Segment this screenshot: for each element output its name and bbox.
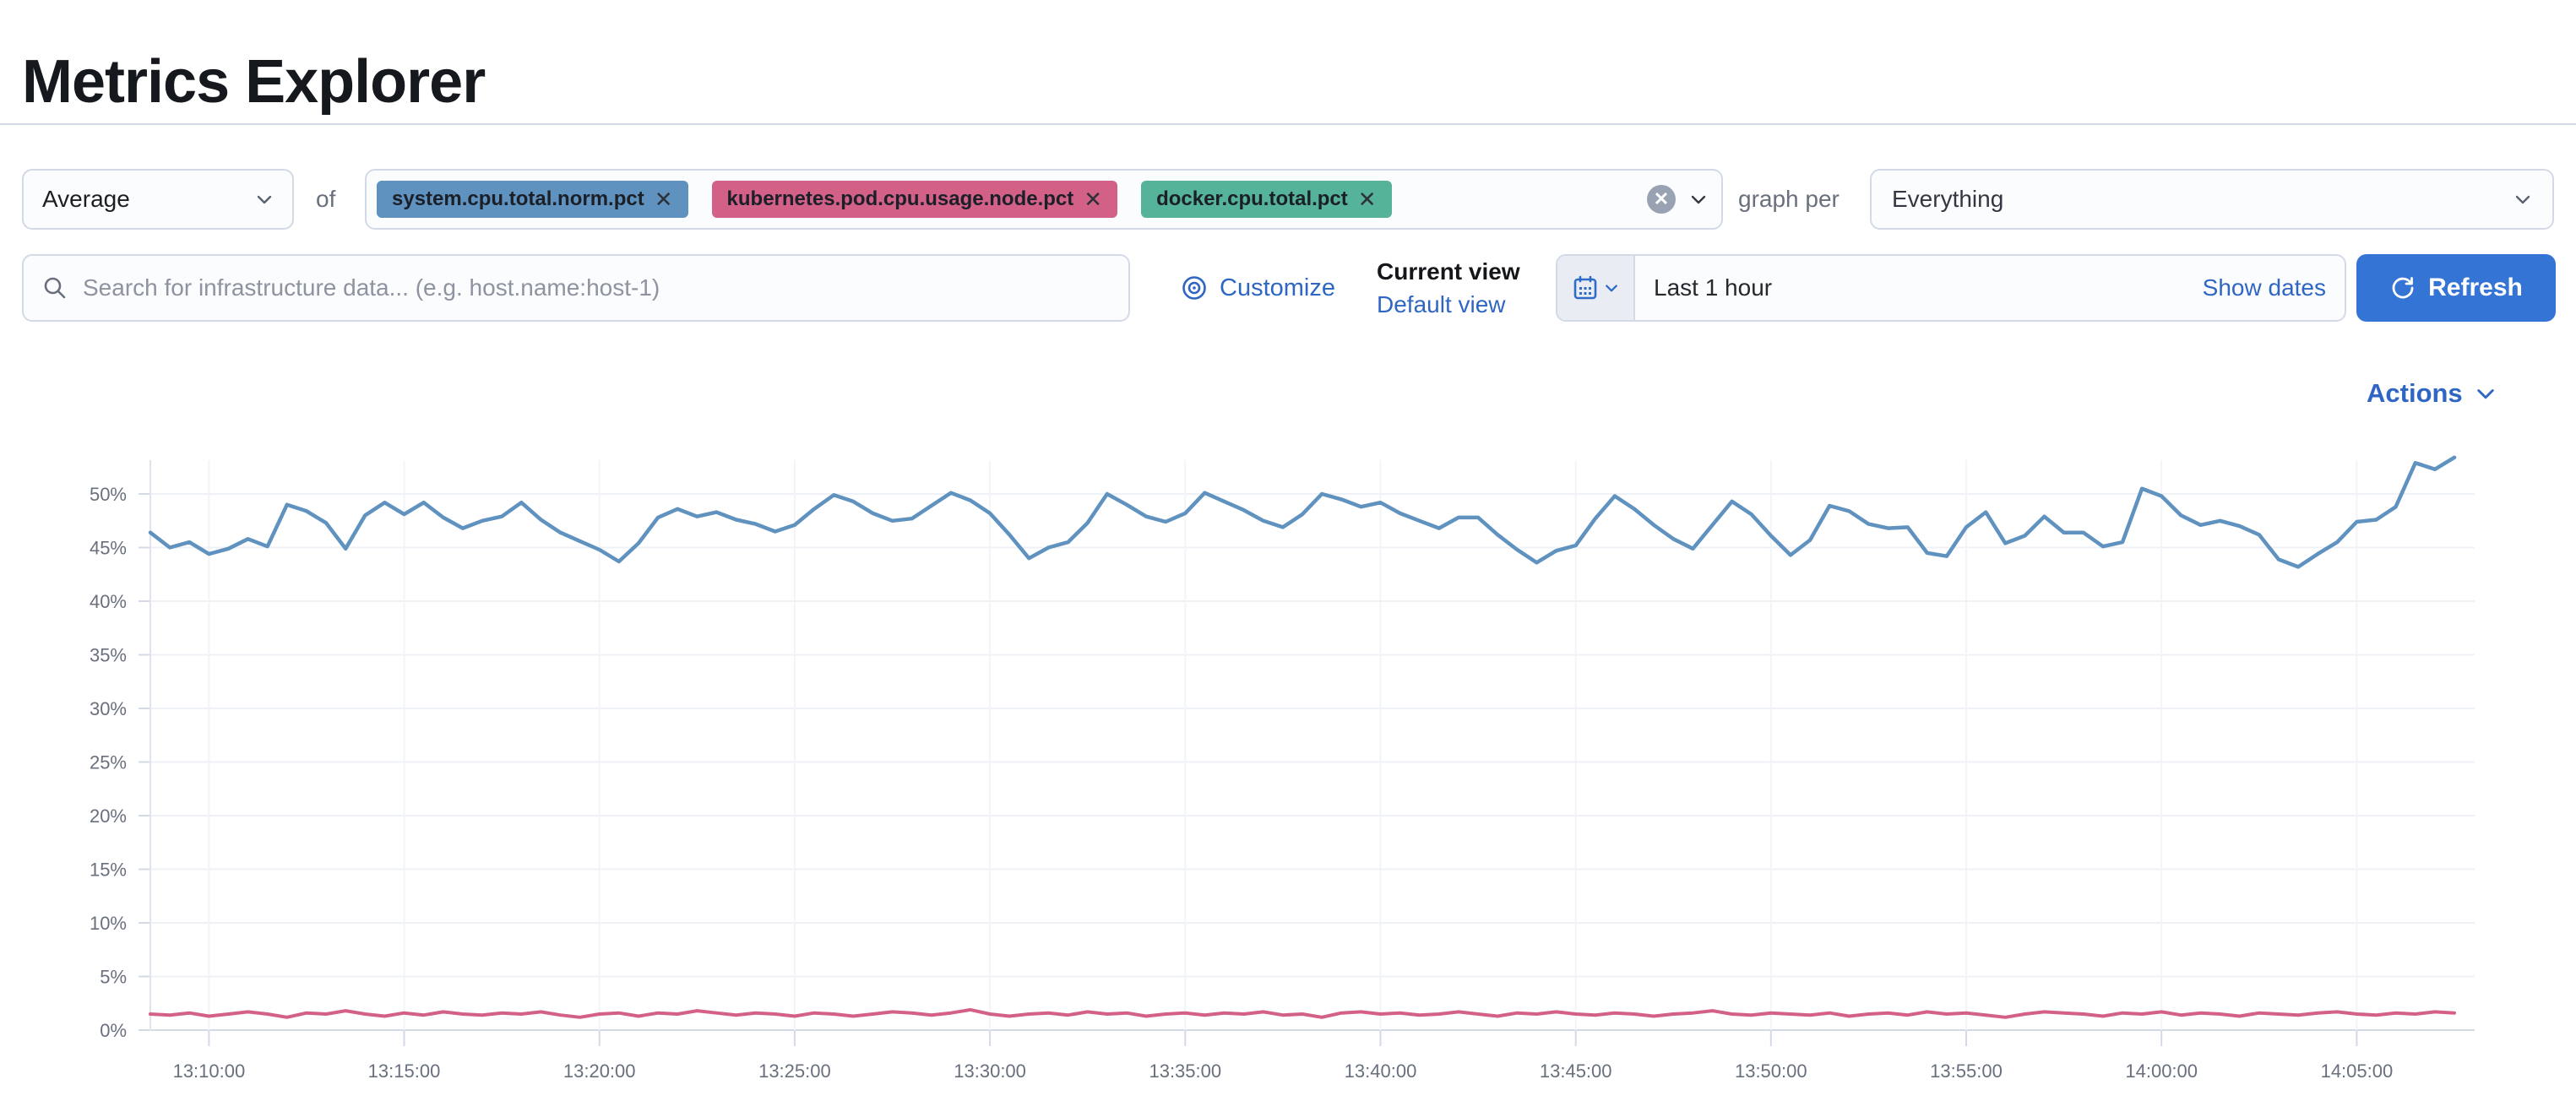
metrics-combobox[interactable]: system.cpu.total.norm.pct ✕ kubernetes.po… xyxy=(365,169,1723,230)
customize-button[interactable]: Customize xyxy=(1181,254,1335,322)
default-view-link[interactable]: Default view xyxy=(1377,291,1506,317)
aggregation-select[interactable]: Average xyxy=(22,169,294,230)
metrics-chart-svg: 0% 5% 10% 15% 20% 25% 30% 35% 40% 45% 50% 13:10:00 1… xyxy=(90,455,2475,1082)
page-title: Metrics Explorer xyxy=(22,48,486,117)
y-axis-label: 35% xyxy=(90,645,127,666)
y-axis-label: 5% xyxy=(100,967,127,988)
calendar-icon xyxy=(1572,274,1599,301)
graph-per-label: graph per xyxy=(1738,186,1840,212)
y-axis-label: 25% xyxy=(90,752,127,773)
metric-pill-system-cpu[interactable]: system.cpu.total.norm.pct ✕ xyxy=(377,181,688,218)
y-axis-label: 30% xyxy=(90,698,127,719)
metrics-chart[interactable]: 0% 5% 10% 15% 20% 25% 30% 35% 40% 45% 50% 13:10:00 1… xyxy=(0,422,2576,1108)
actions-label: Actions xyxy=(2367,378,2463,408)
refresh-icon xyxy=(2389,274,2416,301)
y-axis-label: 10% xyxy=(90,913,127,934)
actions-menu-button[interactable]: Actions xyxy=(2367,378,2497,409)
x-axis-label: 13:35:00 xyxy=(1149,1060,1221,1082)
search-input-container[interactable] xyxy=(22,254,1130,322)
series-line-system.cpu.total.norm.pct xyxy=(148,455,2457,569)
remove-metric-icon[interactable]: ✕ xyxy=(654,186,673,212)
x-axis-label: 13:50:00 xyxy=(1735,1060,1807,1082)
chevron-down-icon xyxy=(2514,190,2532,209)
metric-pill-label: system.cpu.total.norm.pct xyxy=(392,187,644,210)
y-axis-label: 15% xyxy=(90,860,127,881)
x-axis-label: 13:25:00 xyxy=(758,1060,831,1082)
of-label: of xyxy=(316,186,336,212)
y-axis-label: 20% xyxy=(90,806,127,827)
series-line-kubernetes.pod.cpu.usage.node.pct xyxy=(149,1007,2456,1019)
chevron-down-icon[interactable] xyxy=(1689,190,1708,209)
view-switcher: Current view Default view xyxy=(1377,256,1520,322)
metric-pill-label: kubernetes.pod.cpu.usage.node.pct xyxy=(726,187,1074,210)
show-dates-button[interactable]: Show dates xyxy=(2202,274,2326,301)
metric-pill-docker-cpu[interactable]: docker.cpu.total.pct ✕ xyxy=(1141,181,1392,218)
header-divider xyxy=(0,123,2576,125)
search-input[interactable] xyxy=(81,274,1110,302)
customize-label: Customize xyxy=(1220,274,1335,301)
x-axis-label: 13:40:00 xyxy=(1345,1060,1417,1082)
refresh-label: Refresh xyxy=(2428,274,2523,301)
time-range-picker[interactable]: Last 1 hour Show dates xyxy=(1556,254,2346,322)
x-axis-label: 14:00:00 xyxy=(2125,1060,2198,1082)
chevron-down-icon xyxy=(2475,382,2497,404)
x-axis-label: 13:30:00 xyxy=(954,1060,1026,1082)
metric-pill-label: docker.cpu.total.pct xyxy=(1156,187,1348,210)
x-axis-label: 13:20:00 xyxy=(563,1060,636,1082)
x-axis-label: 13:15:00 xyxy=(368,1060,441,1082)
x-axis-label: 13:10:00 xyxy=(173,1060,246,1082)
chevron-down-icon xyxy=(1604,280,1619,296)
time-range-value[interactable]: Last 1 hour xyxy=(1654,274,1773,301)
search-icon xyxy=(42,275,68,301)
group-by-select[interactable]: Everything xyxy=(1870,169,2554,230)
refresh-button[interactable]: Refresh xyxy=(2356,254,2556,322)
metric-pill-kubernetes-pod-cpu[interactable]: kubernetes.pod.cpu.usage.node.pct ✕ xyxy=(711,181,1118,218)
quick-select-menu-button[interactable] xyxy=(1557,256,1635,320)
clear-metrics-button[interactable]: ✕ xyxy=(1647,185,1676,214)
group-by-value: Everything xyxy=(1892,186,2004,212)
eye-icon xyxy=(1181,274,1208,301)
chevron-down-icon xyxy=(255,190,274,209)
x-axis-label: 14:05:00 xyxy=(2321,1060,2394,1082)
aggregation-value: Average xyxy=(42,186,130,212)
x-axis-label: 13:55:00 xyxy=(1930,1060,2003,1082)
y-axis-label: 50% xyxy=(90,484,127,505)
remove-metric-icon[interactable]: ✕ xyxy=(1084,186,1103,212)
remove-metric-icon[interactable]: ✕ xyxy=(1357,186,1377,212)
x-axis-label: 13:45:00 xyxy=(1540,1060,1612,1082)
y-axis-label: 40% xyxy=(90,591,127,612)
y-axis-label: 45% xyxy=(90,538,127,559)
current-view-label: Current view xyxy=(1377,258,1520,285)
y-axis-label: 0% xyxy=(100,1020,127,1041)
